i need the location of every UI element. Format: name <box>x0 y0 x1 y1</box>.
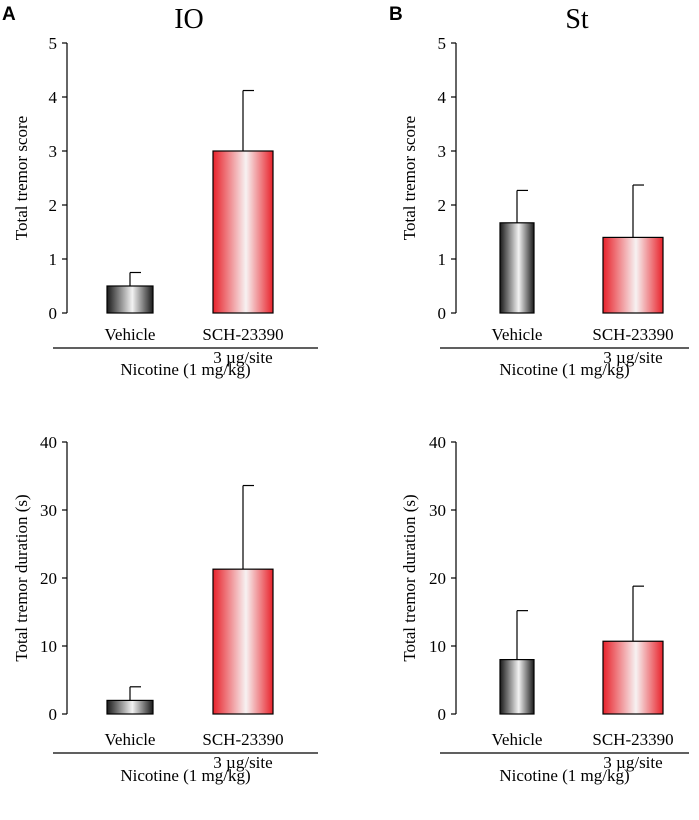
y-tick-label: 0 <box>49 705 58 724</box>
x-category-label: SCH-23390 3 µg/site <box>592 730 673 772</box>
x-category-label-line: Vehicle <box>492 730 543 749</box>
x-category-label-line: SCH-23390 <box>592 325 673 344</box>
y-tick-label: 2 <box>438 196 447 215</box>
y-axis-title: Total tremor score <box>400 116 419 240</box>
y-tick-label: 3 <box>438 142 447 161</box>
y-tick-label: 30 <box>40 501 57 520</box>
y-tick-label: 20 <box>40 569 57 588</box>
group-label: Nicotine (1 mg/kg) <box>499 360 629 379</box>
column-title-st: St <box>565 4 589 35</box>
x-category-label: SCH-23390 3 µg/site <box>592 325 673 367</box>
group-label: Nicotine (1 mg/kg) <box>120 360 250 379</box>
bar-sch-23390 <box>212 568 274 715</box>
chart-io-score: 0 1 2 3 4 5 Total tremor score Vehicle SCH-23390… <box>12 34 318 379</box>
x-category-label: Vehicle <box>492 730 543 749</box>
y-tick-label: 0 <box>49 304 58 323</box>
x-category-label-line: SCH-23390 <box>592 730 673 749</box>
y-tick-label: 5 <box>49 34 58 53</box>
y-axis-title: Total tremor duration (s) <box>400 494 419 661</box>
panel-label-b: B <box>389 4 403 25</box>
chart-st-duration: 0 10 20 30 40 Total tremor duration (s) Vehicl… <box>400 433 689 785</box>
bar-vehicle <box>106 699 154 715</box>
y-tick-label: 40 <box>429 433 446 452</box>
y-tick-label: 1 <box>49 250 58 269</box>
bar-sch-23390 <box>212 150 274 314</box>
x-category-label-line: 3 µg/site <box>603 348 662 367</box>
bar-vehicle <box>106 285 154 314</box>
y-tick-label: 2 <box>49 196 58 215</box>
bar-sch-23390 <box>602 640 664 715</box>
y-tick-label: 1 <box>438 250 447 269</box>
group-label: Nicotine (1 mg/kg) <box>120 766 250 785</box>
chart-io-duration: 0 10 20 30 40 Total tremor duration (s) Vehicl… <box>12 433 318 785</box>
column-title-io: IO <box>174 4 204 35</box>
y-axis-title: Total tremor score <box>12 116 31 240</box>
bar-vehicle <box>499 222 535 314</box>
panel-label-a: A <box>2 4 16 25</box>
x-category-label-line: SCH-23390 <box>202 325 283 344</box>
x-category-label: Vehicle <box>105 325 156 344</box>
x-category-label: SCH-23390 3 µg/site <box>202 325 283 367</box>
x-category-label-line: Vehicle <box>492 325 543 344</box>
x-category-label-line: Vehicle <box>105 730 156 749</box>
x-category-label-line: 3 µg/site <box>603 753 662 772</box>
x-category-label-line: SCH-23390 <box>202 730 283 749</box>
x-category-label: SCH-23390 3 µg/site <box>202 730 283 772</box>
y-tick-label: 30 <box>429 501 446 520</box>
bar-sch-23390 <box>602 236 664 314</box>
bar-vehicle <box>499 658 535 715</box>
y-tick-label: 10 <box>429 637 446 656</box>
x-category-label-line: Vehicle <box>105 325 156 344</box>
chart-st-score: 0 1 2 3 4 5 Total tremor score Vehicle SCH-23390… <box>400 34 689 379</box>
x-category-label-line: 3 µg/site <box>213 348 272 367</box>
y-tick-label: 10 <box>40 637 57 656</box>
y-tick-label: 20 <box>429 569 446 588</box>
group-label: Nicotine (1 mg/kg) <box>499 766 629 785</box>
y-tick-label: 40 <box>40 433 57 452</box>
y-tick-label: 4 <box>49 88 58 107</box>
x-category-label-line: 3 µg/site <box>213 753 272 772</box>
y-tick-label: 3 <box>49 142 58 161</box>
x-category-label: Vehicle <box>105 730 156 749</box>
y-tick-label: 0 <box>438 304 447 323</box>
y-axis-title: Total tremor duration (s) <box>12 494 31 661</box>
x-category-label: Vehicle <box>492 325 543 344</box>
y-tick-label: 4 <box>438 88 447 107</box>
y-tick-label: 5 <box>438 34 447 53</box>
y-tick-label: 0 <box>438 705 447 724</box>
